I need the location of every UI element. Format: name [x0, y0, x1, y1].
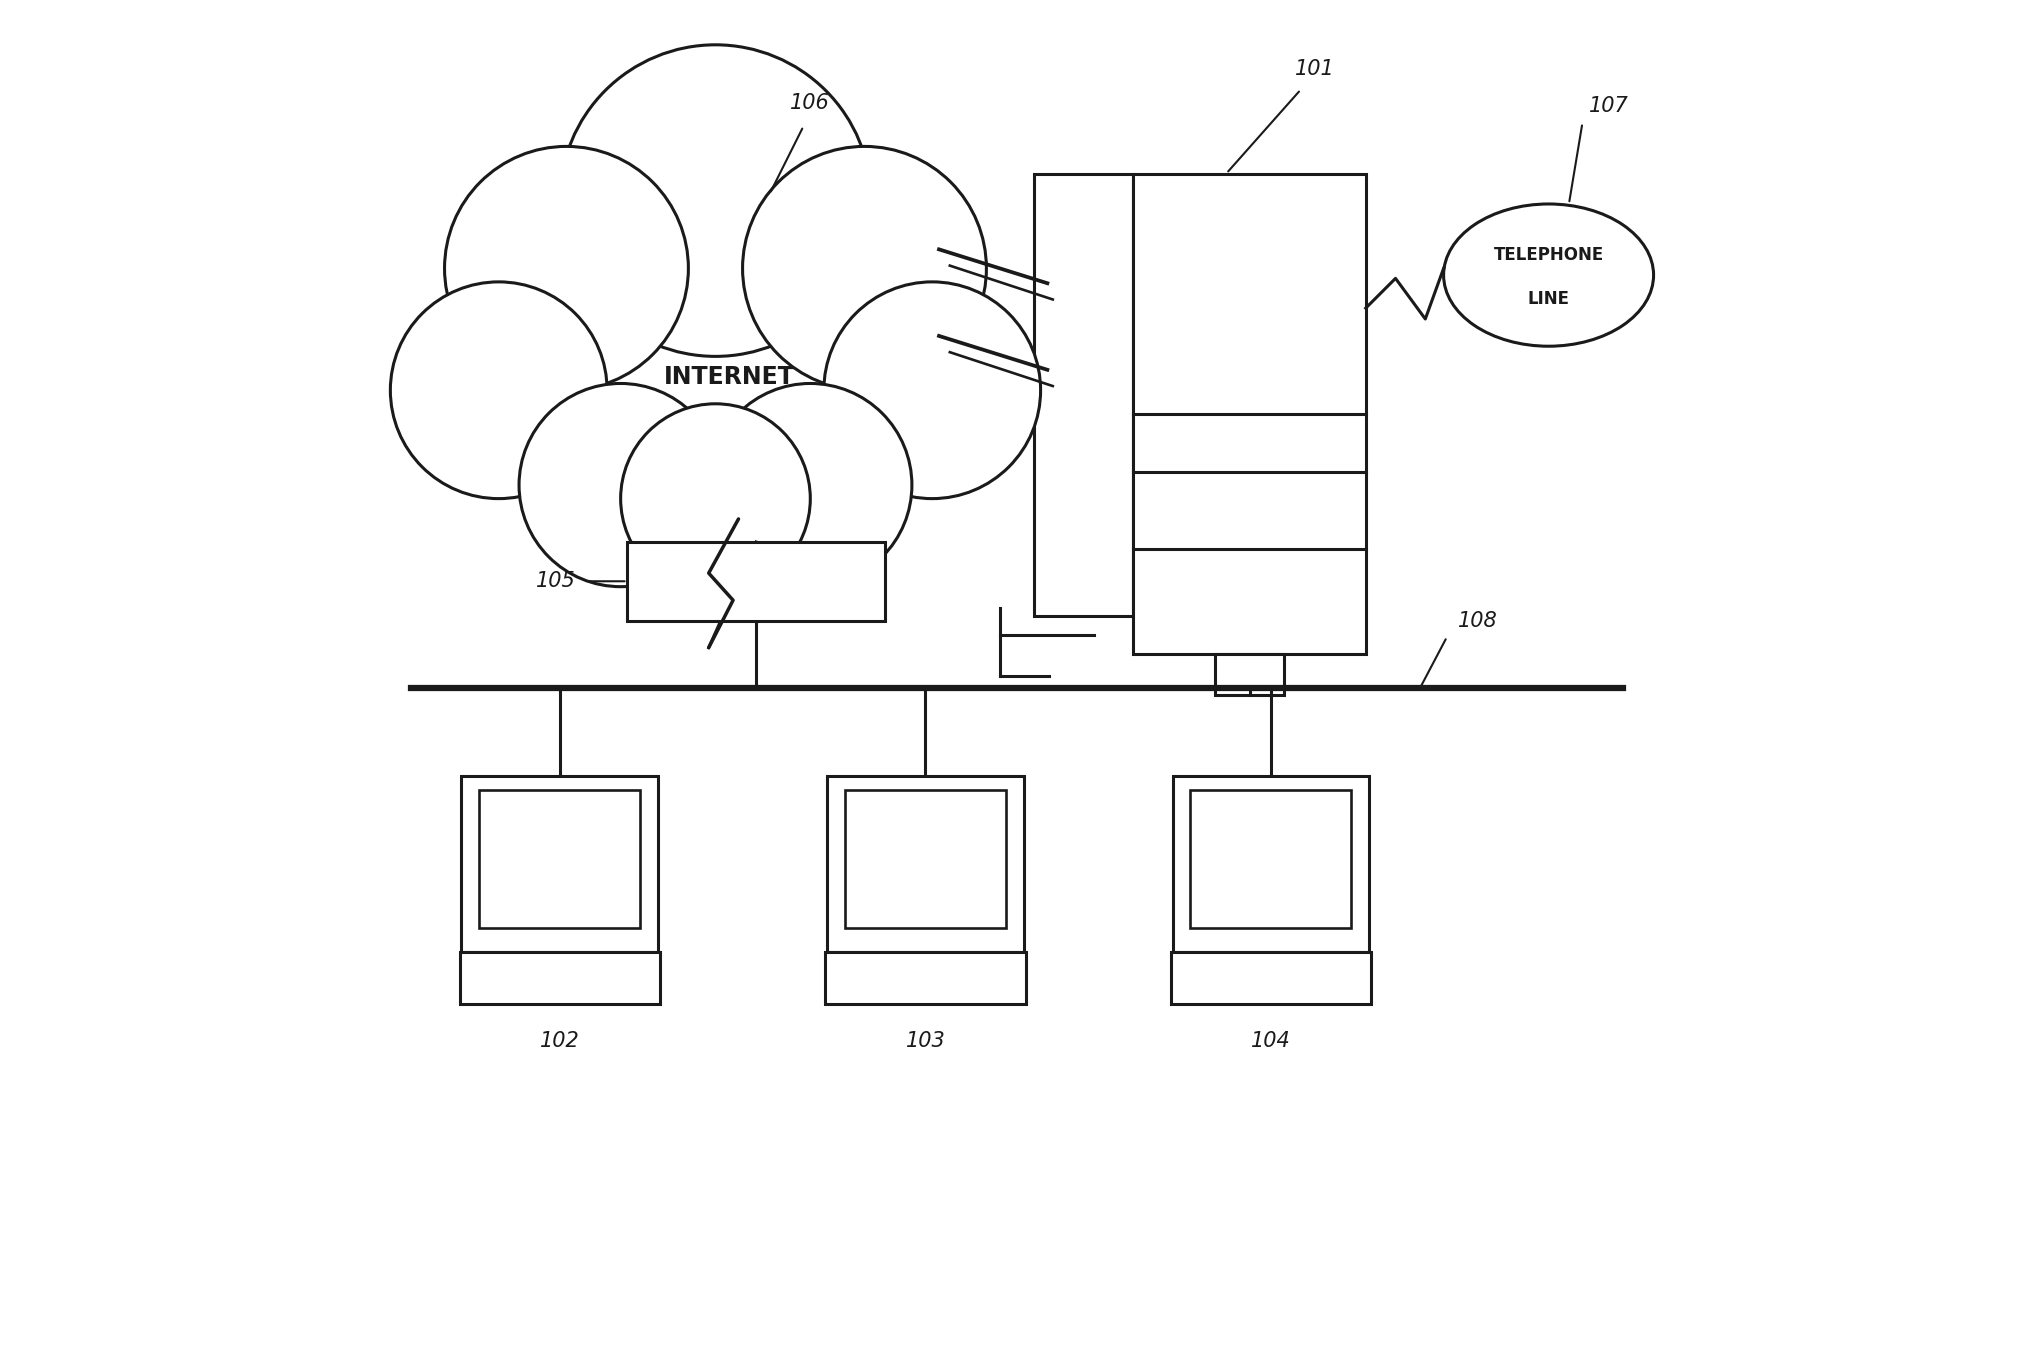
Circle shape: [519, 383, 722, 586]
Text: LINE: LINE: [1528, 290, 1569, 308]
Circle shape: [742, 146, 987, 390]
Text: 107: 107: [1589, 95, 1630, 116]
Text: INTERNET: INTERNET: [663, 365, 795, 388]
Text: 102: 102: [539, 1030, 580, 1051]
Bar: [1172, 953, 1370, 1005]
Text: 103: 103: [906, 1030, 945, 1051]
Text: TELEPHONE: TELEPHONE: [1494, 245, 1603, 264]
Bar: [1190, 791, 1352, 928]
Text: 106: 106: [791, 93, 831, 113]
Circle shape: [709, 383, 912, 586]
Text: 108: 108: [1457, 612, 1498, 631]
Bar: [825, 953, 1026, 1005]
Text: 104: 104: [1251, 1030, 1291, 1051]
Circle shape: [391, 282, 608, 499]
Circle shape: [742, 146, 987, 390]
Circle shape: [444, 146, 689, 390]
Circle shape: [559, 45, 872, 356]
Text: 101: 101: [1295, 59, 1334, 79]
Circle shape: [620, 403, 811, 593]
Circle shape: [444, 146, 689, 390]
Text: 105: 105: [537, 571, 576, 592]
Bar: [628, 542, 886, 620]
Circle shape: [391, 282, 608, 499]
Circle shape: [620, 403, 811, 593]
Bar: [1174, 777, 1368, 953]
Bar: [1214, 654, 1285, 695]
Bar: [462, 777, 659, 953]
Circle shape: [823, 282, 1040, 499]
Bar: [1034, 173, 1133, 616]
Circle shape: [823, 282, 1040, 499]
Bar: [460, 953, 661, 1005]
Bar: [845, 791, 1005, 928]
Circle shape: [709, 383, 912, 586]
Circle shape: [519, 383, 722, 586]
Circle shape: [559, 45, 872, 356]
Bar: [1133, 173, 1366, 654]
Bar: [478, 791, 641, 928]
Bar: [827, 777, 1024, 953]
Ellipse shape: [1443, 204, 1654, 346]
